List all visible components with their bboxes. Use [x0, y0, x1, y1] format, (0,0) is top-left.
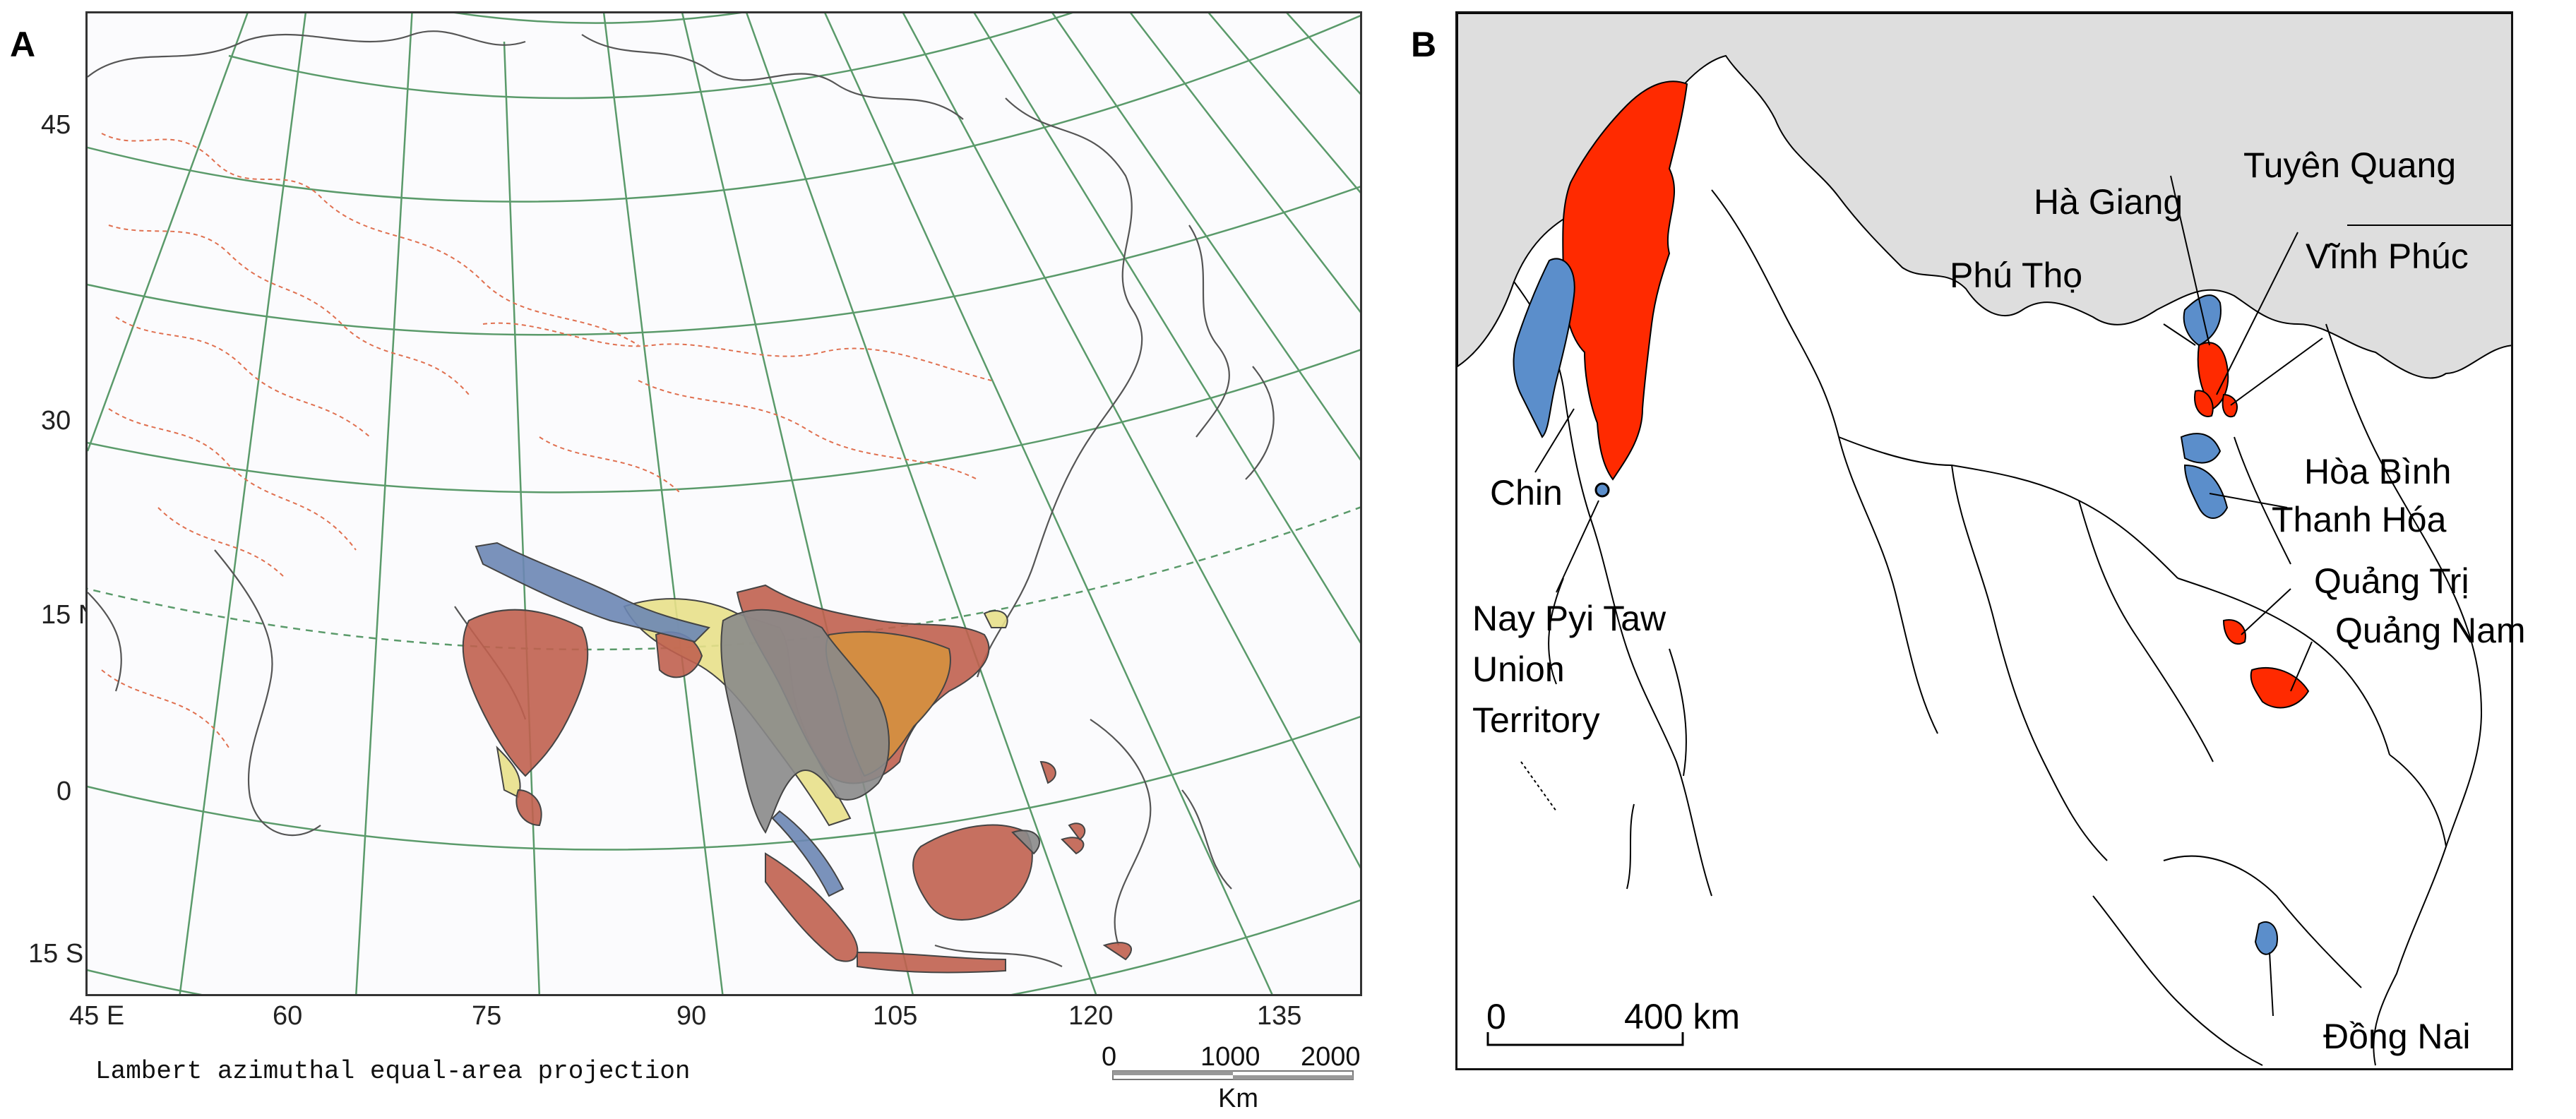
label-dong-nai: Đồng Nai	[2323, 1017, 2471, 1056]
panel-b: B	[1402, 0, 2576, 1119]
scale-a-unit: Km	[1218, 1084, 1258, 1113]
projection-label: Lambert azimuthal equal-area projection	[95, 1057, 691, 1086]
scale-b-start: 0	[1486, 997, 1506, 1036]
label-vinh-phuc: Vĩnh Phúc	[2306, 237, 2469, 276]
nay-pyi-taw-marker	[1594, 482, 1610, 498]
blue-region-ha-giang	[2183, 294, 2222, 347]
species-ranges	[462, 541, 1133, 974]
label-nay-pyi-taw-3: Territory	[1472, 700, 1600, 740]
red-region-myanmar	[1562, 80, 1688, 481]
panel-b-letter: B	[1411, 25, 1437, 64]
label-quang-tri: Quảng Trị	[2314, 561, 2469, 601]
label-nay-pyi-taw-2: Union	[1472, 650, 1565, 689]
red-region-phu-tho	[2194, 390, 2214, 417]
scale-a-2000: 2000	[1301, 1042, 1361, 1072]
label-tuyen-quang: Tuyên Quang	[2243, 145, 2457, 185]
lat-label-15s: 15 S	[28, 939, 84, 969]
lon-label-75: 75	[472, 1001, 502, 1031]
range-red-india	[462, 609, 589, 777]
lon-label-105: 105	[873, 1001, 918, 1031]
range-red-borneo	[912, 824, 1033, 921]
country-borders	[101, 133, 992, 748]
scale-a-1000: 1000	[1200, 1042, 1260, 1072]
scale-b-end: 400 km	[1624, 997, 1740, 1036]
lat-label-30: 30	[41, 406, 71, 436]
lon-label-45e: 45 E	[69, 1001, 125, 1031]
blue-region-hoa-binh	[2180, 433, 2222, 464]
map-a-svg	[88, 13, 1360, 994]
blue-region-thanh-hoa	[2183, 464, 2229, 519]
red-region-vinh-phuc	[2222, 393, 2238, 418]
borders	[1513, 189, 2511, 1066]
map-b-svg	[1457, 13, 2511, 1066]
label-ha-giang: Hà Giang	[2034, 182, 2183, 222]
range-gray	[720, 609, 890, 834]
label-nay-pyi-taw-1: Nay Pyi Taw	[1472, 599, 1666, 638]
coastlines	[88, 30, 1275, 967]
lat-label-0: 0	[56, 777, 72, 806]
label-thanh-hoa: Thanh Hóa	[2272, 500, 2447, 539]
blue-region-dong-nai	[2254, 921, 2278, 955]
label-chin: Chin	[1490, 473, 1563, 513]
map-b[interactable]	[1455, 11, 2513, 1070]
label-phu-tho: Phú Thọ	[1950, 256, 2083, 295]
label-quang-nam: Quảng Nam	[2335, 611, 2526, 650]
scale-b-line	[1486, 1032, 1684, 1046]
lon-label-135: 135	[1257, 1001, 1302, 1031]
range-blue	[475, 541, 710, 643]
red-region-quang-nam	[2250, 666, 2310, 709]
scale-a-0: 0	[1102, 1042, 1117, 1072]
graticule	[88, 13, 1360, 994]
label-hoa-binh: Hòa Bình	[2304, 452, 2452, 491]
red-region-quang-tri	[2222, 619, 2246, 645]
blue-region-chin	[1513, 258, 1575, 438]
panel-a: A 45 30 15 N 0 15 S 45 E 60 75 90 105 12…	[10, 11, 1362, 1113]
map-a[interactable]	[85, 11, 1362, 996]
lon-label-90: 90	[676, 1001, 707, 1031]
lat-label-45: 45	[41, 110, 71, 140]
leader-lines	[1520, 175, 2323, 1017]
panel-a-letter: A	[10, 25, 36, 64]
lon-label-60: 60	[273, 1001, 303, 1031]
lon-label-120: 120	[1068, 1001, 1114, 1031]
scale-a-bar	[1112, 1070, 1354, 1080]
